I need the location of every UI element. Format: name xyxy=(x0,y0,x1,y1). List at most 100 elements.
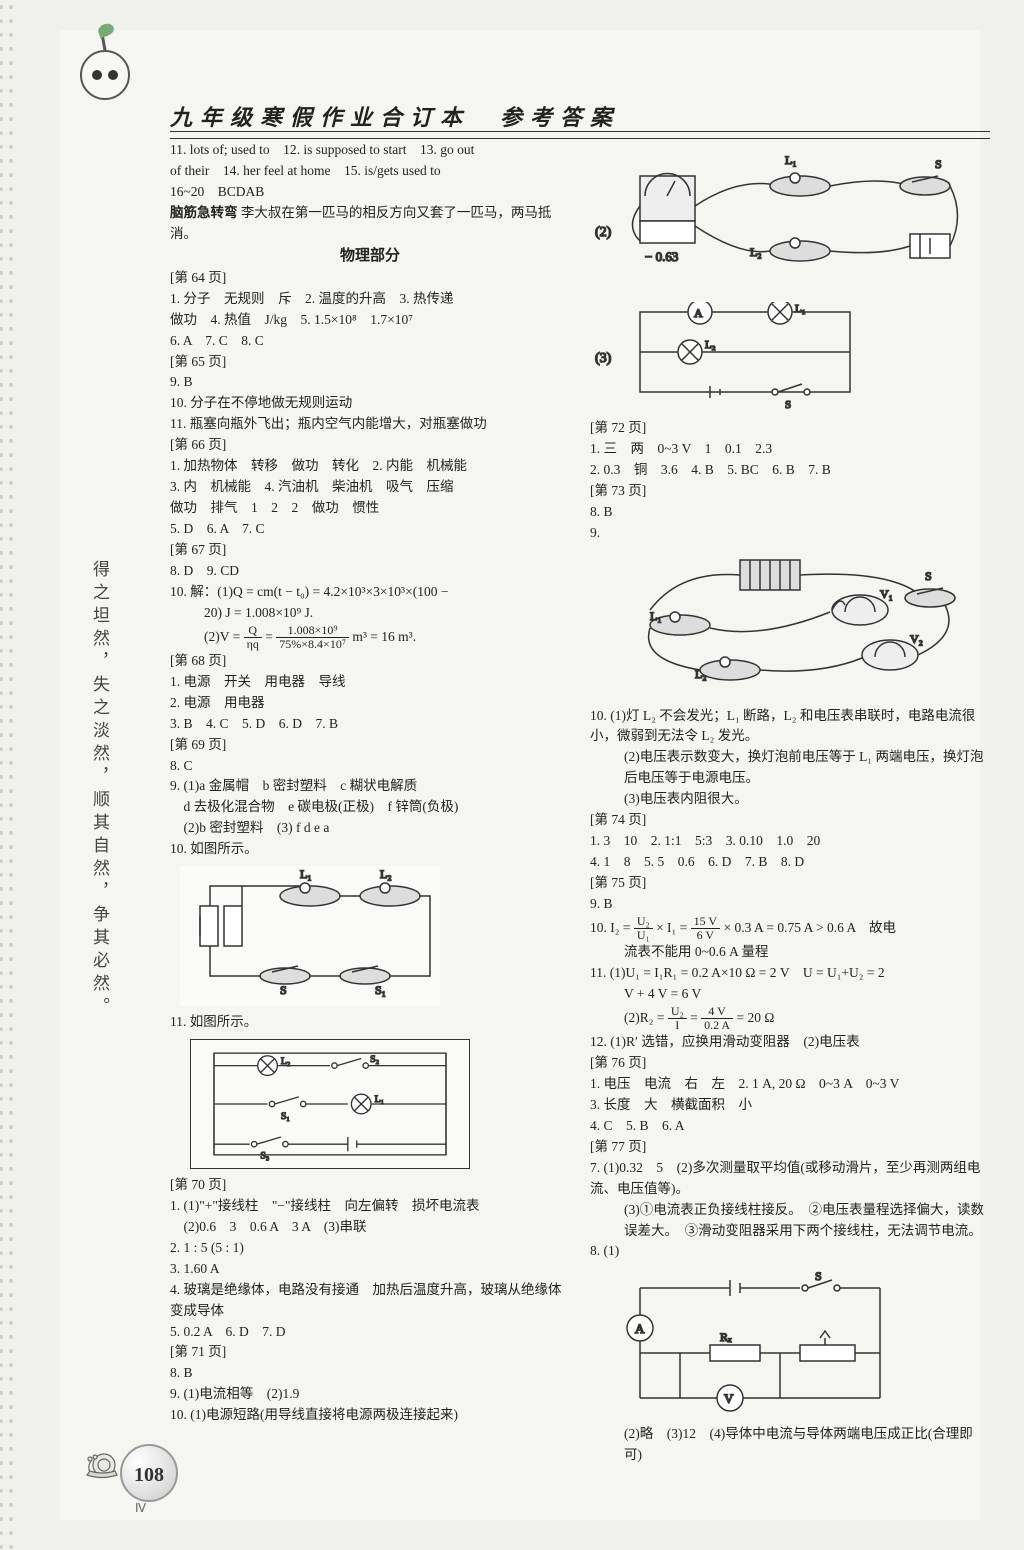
answer-line: 1. 加热物体 转移 做功 转化 2. 内能 机械能 xyxy=(170,456,570,477)
answer-line: 4. 玻璃是绝缘体，电路没有接通 加热后温度升高，玻璃从绝缘体变成导体 xyxy=(170,1280,570,1322)
answer-line: 3. 内 机械能 4. 汽油机 柴油机 吸气 压缩 xyxy=(170,477,570,498)
left-column: 11. lots of; used to 12. is supposed to … xyxy=(170,140,570,1466)
fraction: 1.008×10⁹ 75%×8.4×10⁷ xyxy=(276,624,349,651)
circuit-diagram-top: (2) − 0.63 L₁ xyxy=(590,146,970,296)
q11-text: 11. 如图所示。 xyxy=(170,1012,570,1033)
svg-text:− 0.63: − 0.63 xyxy=(645,249,678,264)
page-ref-75: [第 75 页] xyxy=(590,873,990,894)
answer-line: 3. 长度 大 横截面积 小 xyxy=(590,1095,990,1116)
brain-twister: 脑筋急转弯 李大叔在第一匹马的相反方向又套了一匹马，两马抵消。 xyxy=(170,203,570,245)
answer-line: 2. 0.3 铜 3.6 4. B 5. BC 6. B 7. B xyxy=(590,460,990,481)
page-ref-74: [第 74 页] xyxy=(590,810,990,831)
answer-line: 5. D 6. A 7. C xyxy=(170,519,570,540)
answer-line: 8. B xyxy=(590,502,990,523)
answer-line: (2)0.6 3 0.6 A 3 A (3)串联 xyxy=(170,1217,570,1238)
mascot-character xyxy=(80,50,150,140)
answer-line: 10. 解：(1)Q = cm(t − t₀) = 4.2×10³×3×10³×… xyxy=(170,582,570,603)
svg-text:L₁: L₁ xyxy=(650,609,662,623)
brain-twister-label: 脑筋急转弯 xyxy=(170,205,238,220)
answer-line: 8. (1) xyxy=(590,1241,990,1262)
fraction: 15 V 6 V xyxy=(691,915,720,942)
page-ref-73: [第 73 页] xyxy=(590,481,990,502)
answer-line: 9. xyxy=(590,523,990,544)
answer-line: 4. C 5. B 6. A xyxy=(590,1116,990,1137)
page-header: 九年级寒假作业合订本 参考答案 xyxy=(170,100,990,139)
answer-line: 8. C xyxy=(170,756,570,777)
answer-line: d 去极化混合物 e 碳电极(正极) f 锌筒(负极) xyxy=(170,797,570,818)
svg-text:V₁: V₁ xyxy=(880,587,893,601)
answer-line: 9. (1)a 金属帽 b 密封塑料 c 糊状电解质 xyxy=(170,776,570,797)
answer-line: (2)电压表示数变大，换灯泡前电压等于 L₁ 两端电压，换灯泡后电压等于电源电压… xyxy=(590,747,990,789)
svg-text:Rₓ: Rₓ xyxy=(720,1330,732,1344)
answer-line: 6. A 7. C 8. C xyxy=(170,331,570,352)
answer-line: 1. 分子 无规则 斥 2. 温度的升高 3. 热传递 xyxy=(170,289,570,310)
answer-line: (3)①电流表正负接线柱接反。 ②电压表量程选择偏大，读数误差大。 ③滑动变阻器… xyxy=(590,1200,990,1242)
english-line: 11. lots of; used to 12. is supposed to … xyxy=(170,140,570,161)
page-ref-71: [第 71 页] xyxy=(170,1342,570,1363)
answer-line: 9. B xyxy=(170,372,570,393)
page-ref-64: [第 64 页] xyxy=(170,268,570,289)
page-ref-68: [第 68 页] xyxy=(170,651,570,672)
svg-text:S₂: S₂ xyxy=(370,1054,379,1065)
page-number-sub: Ⅳ xyxy=(135,1501,146,1516)
page-ref-65: [第 65 页] xyxy=(170,352,570,373)
answer-line: 2. 1 : 5 (5 : 1) xyxy=(170,1238,570,1259)
answer-line: 1. 电源 开关 用电器 导线 xyxy=(170,672,570,693)
answer-line: 3. 1.60 A xyxy=(170,1259,570,1280)
answer-line: 20) J = 1.008×10⁹ J. xyxy=(170,603,570,624)
answer-line: (2)b 密封塑料 (3) f d e a xyxy=(170,818,570,839)
answer-line: 12. (1)R′ 选错，应换用滑动变阻器 (2)电压表 xyxy=(590,1032,990,1053)
svg-text:L₂: L₂ xyxy=(705,339,716,351)
answer-line: (2)略 (3)12 (4)导体中电流与导体两端电压成正比(合理即可) xyxy=(590,1424,990,1466)
svg-text:S: S xyxy=(815,1269,822,1283)
svg-text:S: S xyxy=(785,399,791,411)
answer-line: V + 4 V = 6 V xyxy=(590,984,990,1005)
formula-line: (2)R₂ = U₂ I = 4 V 0.2 A = 20 Ω xyxy=(590,1005,990,1032)
svg-text:S₃: S₃ xyxy=(260,1150,269,1161)
right-column: (2) − 0.63 L₁ xyxy=(590,140,990,1466)
svg-text:S: S xyxy=(935,157,942,171)
svg-text:S₁: S₁ xyxy=(281,1111,290,1122)
page-ref-67: [第 67 页] xyxy=(170,540,570,561)
svg-text:L₁: L₁ xyxy=(300,867,312,881)
answer-line: 做功 排气 1 2 2 做功 惯性 xyxy=(170,498,570,519)
svg-text:L₁: L₁ xyxy=(795,303,806,315)
fraction: Q ηq xyxy=(244,624,262,651)
snail-icon xyxy=(82,1445,122,1480)
page-container: 九年级寒假作业合订本 参考答案 得之坦然，失之淡然，顺其自然，争其必然。 11.… xyxy=(60,30,980,1520)
svg-text:L₂: L₂ xyxy=(380,867,392,881)
answer-line: 7. (1)0.32 5 (2)多次测量取平均值(或移动滑片，至少再测两组电流、… xyxy=(590,1158,990,1200)
answer-line: 4. 1 8 5. 5 0.6 6. D 7. B 8. D xyxy=(590,852,990,873)
circuit-diagram-11: L₂ S₂ S₁ xyxy=(190,1039,470,1169)
answer-line: 1. 电压 电流 右 左 2. 1 A, 20 Ω 0~3 A 0~3 V xyxy=(590,1074,990,1095)
svg-text:(3): (3) xyxy=(595,351,612,366)
answer-line: 9. (1)电流相等 (2)1.9 xyxy=(170,1384,570,1405)
fraction: 4 V 0.2 A xyxy=(701,1005,733,1032)
answer-line: 1. (1)"+"接线柱 "−"接线柱 向左偏转 损坏电流表 xyxy=(170,1196,570,1217)
page-ref-66: [第 66 页] xyxy=(170,435,570,456)
physics-heading: 物理部分 xyxy=(170,245,570,268)
answer-line: 10. 分子在不停地做无规则运动 xyxy=(170,393,570,414)
fraction: U₂ I xyxy=(668,1005,687,1032)
svg-text:S: S xyxy=(280,983,287,997)
svg-text:L₁: L₁ xyxy=(785,153,797,167)
page-title: 九年级寒假作业合订本 参考答案 xyxy=(170,100,990,132)
formula-lhs: (2)V = xyxy=(204,628,240,643)
answer-line: 8. D 9. CD xyxy=(170,561,570,582)
svg-text:S: S xyxy=(925,569,932,583)
svg-text:S₁: S₁ xyxy=(375,983,386,997)
content-columns: 11. lots of; used to 12. is supposed to … xyxy=(170,140,990,1466)
page-number: 108 xyxy=(120,1444,178,1502)
circuit-diagram-8: S A Rₓ xyxy=(620,1268,900,1418)
english-line: 16~20 BCDAB xyxy=(170,182,570,203)
answer-line: 9. B xyxy=(590,894,990,915)
circuit-diagram-9: S V₁ L₁ V₂ xyxy=(590,550,970,700)
page-ref-69: [第 69 页] xyxy=(170,735,570,756)
svg-text:A: A xyxy=(694,306,703,320)
answer-line: 1. 3 10 2. 1:1 5:3 3. 0.10 1.0 20 xyxy=(590,831,990,852)
svg-text:V₂: V₂ xyxy=(910,632,923,646)
answer-line: 10. (1)灯 L₂ 不会发光；L₁ 断路，L₂ 和电压表串联时，电路电流很小… xyxy=(590,706,990,748)
circuit-diagram-10: L₁ L₂ S₁ S xyxy=(180,866,440,1006)
page-ref-70: [第 70 页] xyxy=(170,1175,570,1196)
page-ref-76: [第 76 页] xyxy=(590,1053,990,1074)
